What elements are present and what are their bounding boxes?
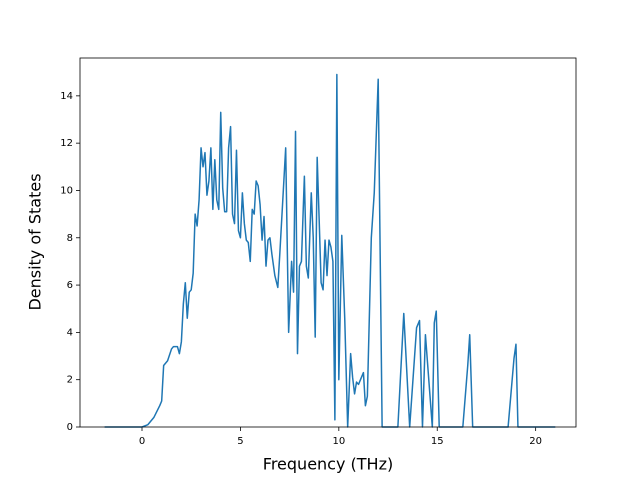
y-tick-label: 8 bbox=[67, 233, 73, 244]
x-tick-label: 10 bbox=[332, 436, 345, 447]
x-tick-label: 20 bbox=[529, 436, 542, 447]
y-tick-label: 12 bbox=[60, 138, 73, 149]
y-tick-label: 4 bbox=[67, 327, 73, 338]
y-tick-label: 10 bbox=[60, 185, 73, 196]
plot-frame bbox=[79, 57, 577, 428]
x-tick-label: 15 bbox=[431, 436, 444, 447]
y-tick-label: 6 bbox=[67, 280, 73, 291]
data-line bbox=[104, 73, 556, 428]
x-tick-label: 5 bbox=[237, 436, 243, 447]
x-axis-label: Frequency (THz) bbox=[263, 455, 393, 474]
y-axis-label: Density of States bbox=[26, 173, 45, 310]
y-tick-label: 2 bbox=[67, 375, 73, 386]
x-tick-label: 0 bbox=[139, 436, 145, 447]
y-tick-label: 14 bbox=[60, 91, 73, 102]
y-tick-label: 0 bbox=[67, 422, 73, 433]
